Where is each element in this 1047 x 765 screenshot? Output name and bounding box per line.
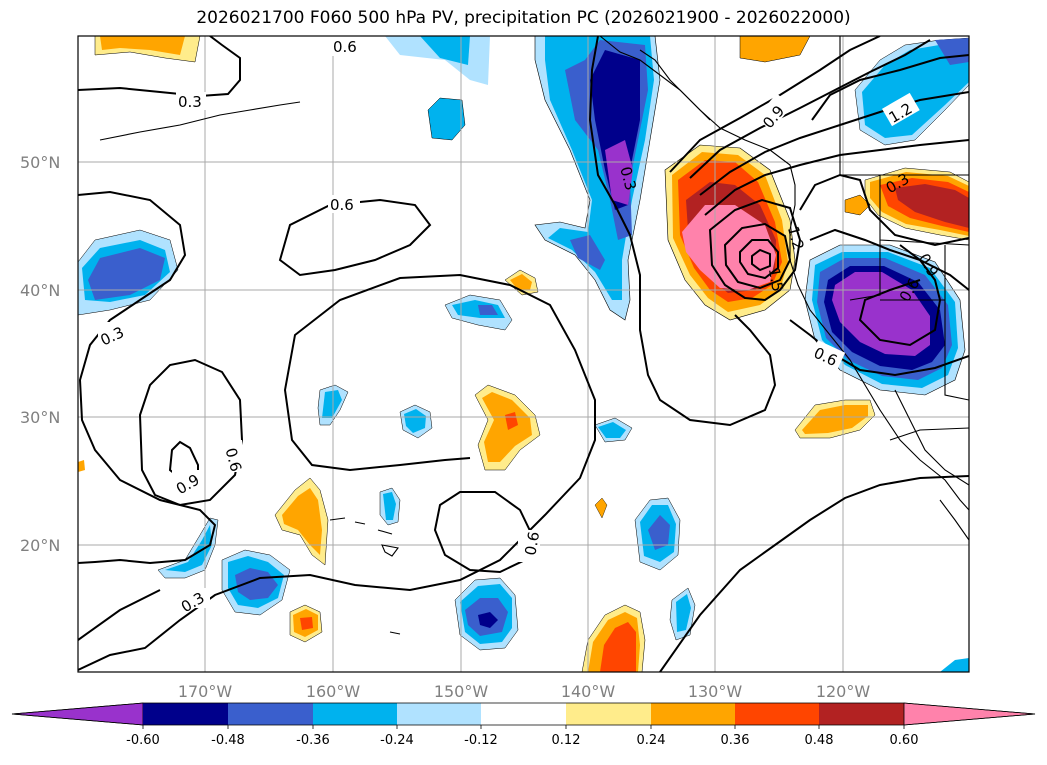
precipitation-shading xyxy=(78,36,969,672)
contour-label: 0.6 xyxy=(330,196,354,214)
longitude-labels: 170°W 160°W 150°W 140°W 130°W 120°W xyxy=(178,682,871,701)
plot-frame xyxy=(77,35,970,673)
colorbar-bin xyxy=(397,703,481,725)
lon-label: 150°W xyxy=(434,682,489,701)
contour-label: 0.6 xyxy=(333,38,357,56)
lat-label: 50°N xyxy=(20,153,60,172)
lon-label: 140°W xyxy=(561,682,616,701)
lon-label: 160°W xyxy=(306,682,361,701)
colorbar-tick: -0.24 xyxy=(380,733,414,748)
map-title: 2026021700 F060 500 hPa PV, precipitatio… xyxy=(196,8,851,28)
colorbar-tick: 0.12 xyxy=(552,733,581,748)
colorbar-tick: 0.36 xyxy=(721,733,750,748)
colorbar-tick: -0.48 xyxy=(211,733,245,748)
contour-label: 1.2 xyxy=(784,224,808,252)
lat-label: 30°N xyxy=(20,408,60,427)
colorbar-bin xyxy=(313,703,397,725)
pv-contours xyxy=(78,36,969,672)
lon-label: 130°W xyxy=(688,682,743,701)
contour-label: 0.6 xyxy=(221,446,245,474)
colorbar-bin xyxy=(819,703,904,725)
colorbar-tick: 0.24 xyxy=(637,733,666,748)
colorbar-bin xyxy=(143,703,228,725)
latitude-labels: 50°N 40°N 30°N 20°N xyxy=(20,153,60,555)
contour-label: 0.3 xyxy=(616,165,640,193)
contour-label: 0.3 xyxy=(178,93,202,111)
colorbar-bin xyxy=(481,703,566,725)
lon-label: 120°W xyxy=(816,682,871,701)
colorbar-extend-low xyxy=(11,702,144,726)
colorbar-extend-high xyxy=(903,702,1036,726)
colorbar-bin xyxy=(651,703,735,725)
colorbar-bin xyxy=(735,703,819,725)
contour-label: 1.5 xyxy=(765,266,787,293)
lat-label: 40°N xyxy=(20,281,60,300)
contour-label: 0.6 xyxy=(521,530,543,557)
colorbar-bin xyxy=(228,703,313,725)
colorbar-tick: -0.12 xyxy=(464,733,498,748)
colorbar-tick: -0.36 xyxy=(296,733,330,748)
colorbar-bin xyxy=(566,703,651,725)
graticule xyxy=(78,36,969,672)
colorbar-tick: 0.60 xyxy=(890,733,919,748)
lon-label: 170°W xyxy=(178,682,233,701)
lat-label: 20°N xyxy=(20,536,60,555)
colorbar: -0.60 -0.48 -0.36 -0.24 -0.12 0.12 0.24 … xyxy=(11,702,1036,748)
colorbar-tick: 0.48 xyxy=(805,733,834,748)
colorbar-tick: -0.60 xyxy=(126,733,160,748)
